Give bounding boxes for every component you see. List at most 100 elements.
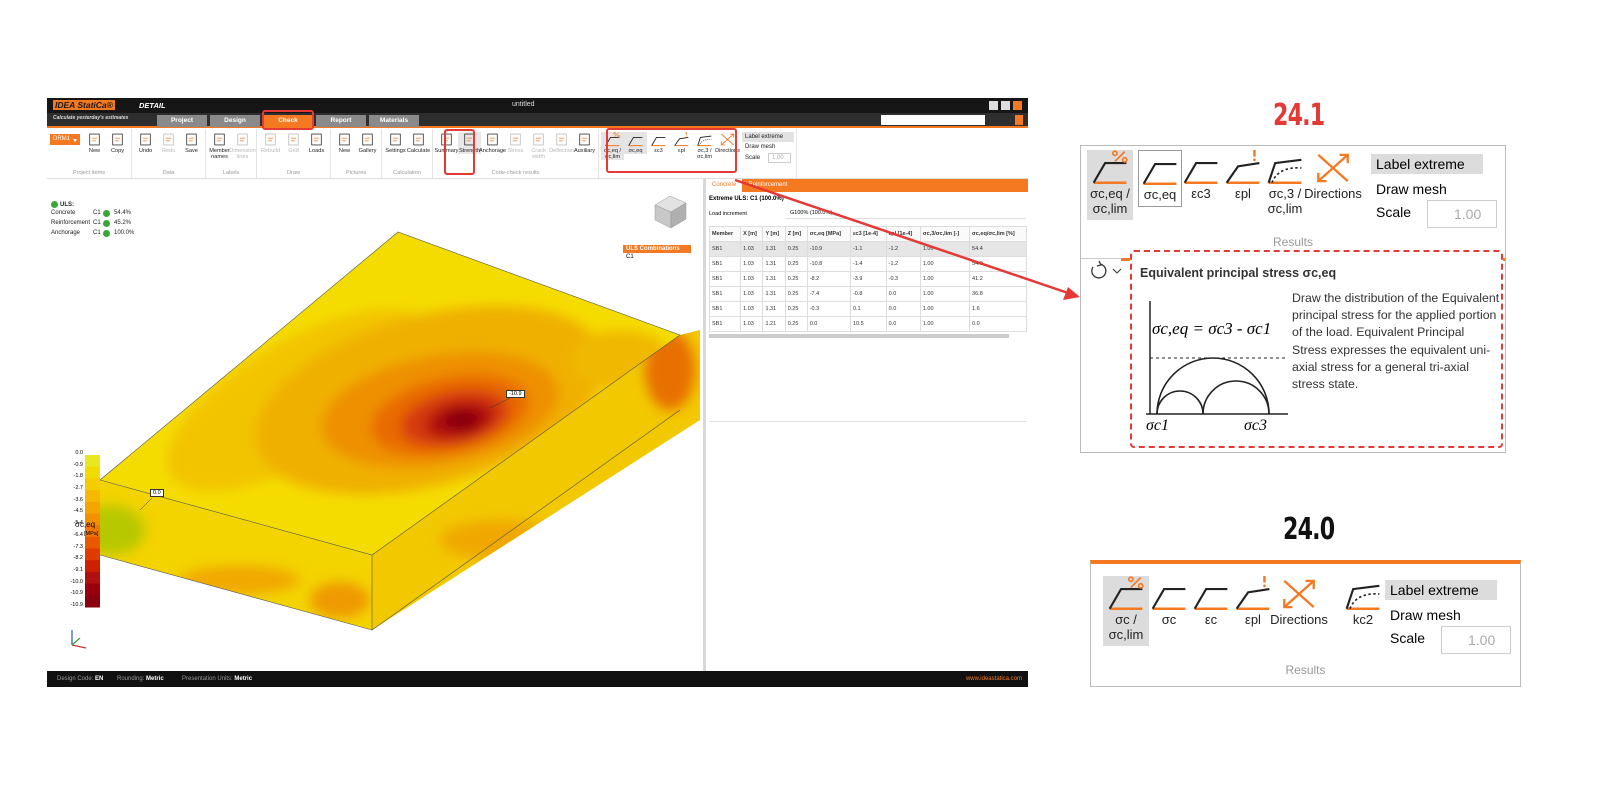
ribbon-group: Rebuild Grid Loads Draw bbox=[257, 129, 332, 178]
table-cell: -8.2 bbox=[806, 271, 851, 287]
ribbon-button[interactable]: Stress bbox=[504, 132, 527, 154]
tagline: Calculate yesterday's estimates bbox=[53, 115, 129, 121]
legend-band bbox=[85, 501, 100, 514]
ribbon-button[interactable]: σc,eq bbox=[1138, 150, 1182, 207]
ribbon-button[interactable]: New bbox=[333, 132, 356, 154]
ribbon-button[interactable]: Crack width bbox=[527, 132, 550, 160]
tab[interactable]: Project bbox=[157, 115, 207, 127]
legend-band bbox=[85, 583, 100, 596]
formula: σc,eq = σc3 - σc1 bbox=[1152, 319, 1271, 338]
ribbon-button[interactable]: εc bbox=[1189, 576, 1233, 631]
model-selector[interactable]: DRM1 bbox=[50, 134, 81, 145]
ribbon-button[interactable]: εpl bbox=[1231, 576, 1275, 631]
table-row[interactable]: SB1 1.03 1.31 0.25 -7.4 -0.8 0.0 1.00 36.8 bbox=[708, 286, 1027, 302]
shape bbox=[533, 133, 544, 146]
ribbon-button[interactable]: σc,eq / σc,lim bbox=[1087, 150, 1133, 220]
scale-input[interactable]: 1.00 bbox=[1427, 200, 1497, 228]
ribbon-button[interactable]: εc3 bbox=[647, 132, 670, 154]
scale-input[interactable]: 1.00 bbox=[1441, 626, 1511, 654]
ribbon-button[interactable]: Directions bbox=[715, 132, 740, 154]
ribbon-button[interactable]: Deflection bbox=[549, 132, 574, 154]
tab-row: Calculate yesterday's estimates Project D… bbox=[47, 113, 1028, 128]
maximize[interactable] bbox=[1001, 101, 1010, 110]
ribbon-button[interactable]: Gallery bbox=[356, 132, 379, 154]
shape bbox=[313, 137, 320, 142]
option[interactable]: Label extreme bbox=[1385, 580, 1497, 600]
option[interactable]: Label extreme bbox=[1371, 154, 1483, 174]
ribbon-button[interactable]: εpl bbox=[670, 132, 693, 154]
option[interactable]: Draw mesh bbox=[745, 144, 776, 150]
option[interactable]: Draw mesh bbox=[1376, 181, 1447, 197]
ribbon-button[interactable]: Loads bbox=[305, 132, 328, 154]
legend-band bbox=[85, 595, 100, 608]
ribbon-button[interactable]: σc / σc,lim bbox=[1103, 576, 1149, 646]
help[interactable] bbox=[1015, 115, 1023, 125]
ribbon-button[interactable]: Grid bbox=[282, 132, 305, 154]
ribbon-button[interactable]: Strength bbox=[458, 132, 482, 154]
scale-input[interactable]: 1.00 bbox=[768, 153, 791, 163]
minimize[interactable] bbox=[989, 101, 998, 110]
shape bbox=[1345, 584, 1380, 610]
status-key: Design Code: bbox=[57, 676, 94, 682]
option[interactable]: Label extreme bbox=[742, 132, 794, 142]
table-cell: 1.00 bbox=[919, 241, 971, 257]
icon bbox=[1183, 162, 1218, 184]
table-row[interactable]: SB1 1.03 1.21 0.25 0.0 10.5 0.0 1.00 0.0 bbox=[708, 316, 1027, 332]
ribbon-button[interactable]: Copy bbox=[106, 132, 129, 154]
button-label: Copy bbox=[110, 148, 125, 154]
shape bbox=[339, 133, 350, 146]
ribbon-button[interactable]: Save bbox=[180, 132, 203, 154]
tab[interactable]: Materials bbox=[369, 115, 419, 127]
extreme-label: Extreme ULS: C1 (100.0%) bbox=[709, 196, 784, 202]
ribbon-button[interactable]: Redo bbox=[157, 132, 180, 154]
ribbon-button[interactable]: σc bbox=[1147, 576, 1191, 631]
table-row[interactable]: SB1 1.03 1.31 0.25 -0.3 0.1 0.0 1.00 1.6 bbox=[708, 301, 1027, 317]
ribbon-button[interactable]: Settings bbox=[384, 132, 407, 154]
ribbon-button[interactable]: εpl bbox=[1221, 150, 1265, 205]
panel-tab[interactable]: Reinforcement bbox=[748, 182, 788, 188]
shape bbox=[140, 133, 151, 146]
ribbon-button[interactable]: New bbox=[83, 132, 106, 154]
ribbon-button[interactable]: Auxiliary bbox=[573, 132, 596, 154]
ribbon-button[interactable]: Directions bbox=[1270, 576, 1328, 631]
ribbon-button[interactable]: kc2 bbox=[1341, 576, 1385, 631]
tab[interactable]: Report bbox=[316, 115, 366, 127]
ribbon-button[interactable]: σc,3 / σc,lim bbox=[693, 132, 716, 160]
load-increment-select[interactable]: G100% (100.0%) bbox=[786, 208, 1026, 219]
dropdown-caret bbox=[73, 138, 78, 144]
summary-title: ULS: bbox=[51, 201, 134, 208]
ribbon-button[interactable]: Undo bbox=[134, 132, 157, 154]
table-row[interactable]: SB1 1.03 1.31 0.25 -10.8 -1.4 -1.2 1.00 54.0 bbox=[708, 256, 1027, 272]
table-row[interactable]: SB1 1.03 1.31 0.25 -8.2 -3.9 -0.3 1.00 41.2 bbox=[708, 271, 1027, 287]
ribbon-button[interactable]: Member names bbox=[208, 132, 231, 160]
close[interactable] bbox=[1013, 101, 1022, 110]
table-cell: -1.1 bbox=[849, 241, 887, 257]
ribbon-button[interactable]: Directions bbox=[1304, 150, 1362, 205]
legend-label: -5.4 bbox=[73, 520, 83, 527]
tab[interactable]: Check bbox=[263, 115, 313, 127]
ribbon-button[interactable]: Calculate bbox=[407, 132, 430, 154]
refresh-glyph bbox=[1091, 260, 1107, 279]
check-icon bbox=[103, 209, 110, 217]
legend-band bbox=[85, 466, 100, 479]
ribbon-button[interactable]: εc3 bbox=[1179, 150, 1223, 205]
ribbon-button[interactable]: Anchorage bbox=[479, 132, 506, 154]
icon bbox=[1283, 579, 1315, 609]
tab[interactable]: Design bbox=[210, 115, 260, 127]
ribbon-button[interactable]: Rebuild bbox=[259, 132, 282, 154]
ribbon-button[interactable]: σc,eq bbox=[624, 132, 648, 154]
uls-summary: ULS: Concrete C1 54.4% Reinforcement C1 45.2% A… bbox=[51, 201, 134, 238]
ribbon-button[interactable]: σc,3 / σc,lim bbox=[1263, 150, 1307, 220]
search-box[interactable] bbox=[881, 115, 985, 125]
title-bar: IDEA StatiCa® DETAIL untitled bbox=[47, 98, 1028, 113]
button-label: Auxiliary bbox=[573, 148, 596, 154]
table-cell: 1.31 bbox=[762, 286, 786, 302]
panel-tab[interactable]: Concrete bbox=[706, 179, 743, 192]
option[interactable]: Draw mesh bbox=[1390, 607, 1461, 623]
shape bbox=[1130, 577, 1142, 589]
scale-row: Scale 1.00 bbox=[742, 152, 794, 164]
ribbon-button[interactable]: Dimension lines bbox=[229, 132, 256, 160]
combination-item[interactable]: C1 bbox=[626, 254, 634, 260]
axis-label: σc3 bbox=[1244, 417, 1267, 434]
table-row[interactable]: SB1 1.03 1.31 0.25 -10.9 -1.1 -1.2 1.00 54.4 bbox=[708, 241, 1027, 257]
